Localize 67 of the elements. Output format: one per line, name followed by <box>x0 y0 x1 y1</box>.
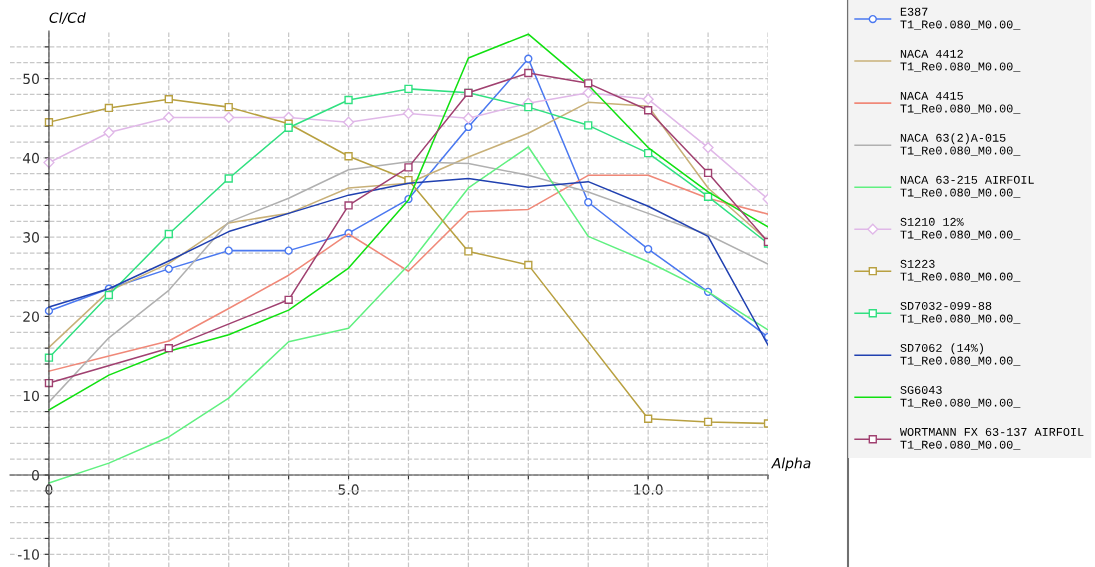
x-tick-label: 10.0 <box>634 484 663 495</box>
point <box>164 229 173 239</box>
point <box>224 102 233 112</box>
point <box>462 112 475 124</box>
point <box>103 126 115 139</box>
point <box>643 244 653 254</box>
point <box>524 54 533 63</box>
point <box>342 116 355 128</box>
point <box>223 111 235 124</box>
point <box>344 95 353 105</box>
point <box>164 343 173 353</box>
legend-label: NACA 4415 T1_Re0.080_M0.00_ <box>900 91 1021 114</box>
point <box>224 246 233 255</box>
point <box>582 87 594 99</box>
point <box>164 264 173 274</box>
point <box>464 122 473 132</box>
point <box>224 174 233 183</box>
legend-label: SD7032-099-88 T1_Re0.080_M0.00_ <box>900 301 1021 324</box>
point <box>643 414 653 423</box>
point <box>284 246 293 255</box>
point <box>643 106 653 115</box>
x-tick-label: 0 <box>45 484 53 495</box>
point <box>464 247 473 256</box>
point <box>344 152 353 161</box>
point <box>702 141 714 154</box>
y-axis-title: Cl/Cd <box>49 12 86 25</box>
y-tick-label: 50 <box>23 73 39 85</box>
legend-label: SG6043 T1_Re0.080_M0.00_ <box>900 385 1021 408</box>
legend-label: SD7062 (14%) T1_Re0.080_M0.00_ <box>900 343 1021 366</box>
x-tick-label: 5.0 <box>338 484 359 495</box>
point <box>703 168 713 178</box>
point <box>584 79 593 88</box>
y-tick-label: 20 <box>23 311 39 322</box>
point <box>104 290 114 300</box>
point <box>104 103 114 113</box>
y-tick-label: 0 <box>32 469 39 481</box>
point <box>524 68 533 78</box>
point <box>524 102 533 112</box>
y-tick-label: -10 <box>17 549 39 560</box>
y-tick-label: 40 <box>22 152 39 164</box>
point <box>584 121 593 130</box>
legend-label: S1223 T1_Re0.080_M0.00_ <box>900 259 1021 282</box>
y-tick-label: 30 <box>23 232 39 243</box>
x-axis-title: Alpha <box>771 457 811 472</box>
line-series <box>48 145 768 484</box>
legend-label: E387 T1_Re0.080_M0.00_ <box>900 7 1021 30</box>
legend-label: NACA 63(2)A-015 T1_Re0.080_M0.00_ <box>900 133 1021 156</box>
y-tick-label: 10 <box>23 390 39 402</box>
legend-label: NACA 4412 T1_Re0.080_M0.00_ <box>900 49 1021 72</box>
point <box>703 417 713 427</box>
point <box>402 107 415 120</box>
point <box>404 163 413 172</box>
point <box>284 123 293 132</box>
point <box>163 111 175 124</box>
point <box>643 148 653 158</box>
point <box>344 201 353 210</box>
legend-label: WORTMANN FX 63-137 AIRFOIL T1_Re0.080_M0.00_ <box>899 427 1084 450</box>
point <box>584 198 593 207</box>
point <box>284 295 293 304</box>
point <box>642 93 654 105</box>
line-series <box>48 161 768 403</box>
legend-label: S1210 12% T1_Re0.080_M0.00_ <box>900 217 1021 240</box>
point <box>404 84 413 94</box>
line-series <box>48 33 768 411</box>
point <box>524 260 533 270</box>
legend-label: NACA 63-215 AIRFOIL T1_Re0.080_M0.00_ <box>900 175 1034 198</box>
point <box>164 95 173 104</box>
